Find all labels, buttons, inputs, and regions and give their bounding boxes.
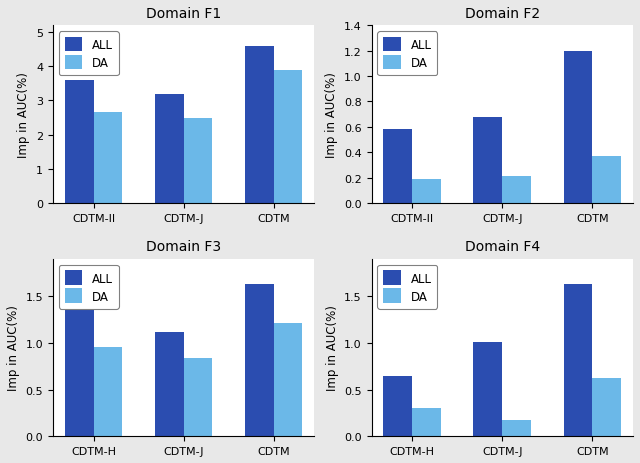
Y-axis label: Imp in AUC(%): Imp in AUC(%) [326, 72, 339, 158]
Bar [383, 130, 412, 204]
Bar [155, 332, 184, 437]
Bar [65, 303, 93, 437]
Legend: ALL, DA: ALL, DA [378, 32, 437, 76]
Bar [564, 284, 593, 437]
Bar [155, 94, 184, 204]
Bar [502, 177, 531, 204]
Bar [184, 118, 212, 204]
Title: Domain F3: Domain F3 [146, 240, 221, 254]
Bar [474, 342, 502, 437]
Legend: ALL, DA: ALL, DA [59, 32, 118, 76]
Title: Domain F2: Domain F2 [465, 7, 540, 21]
Bar [412, 180, 441, 204]
Legend: ALL, DA: ALL, DA [59, 265, 118, 309]
Y-axis label: Imp in AUC(%): Imp in AUC(%) [7, 305, 20, 391]
Bar [593, 379, 621, 437]
Bar [274, 324, 303, 437]
Bar [93, 347, 122, 437]
Bar [383, 376, 412, 437]
Title: Domain F1: Domain F1 [146, 7, 221, 21]
Bar [245, 47, 274, 204]
Bar [274, 70, 303, 204]
Bar [593, 156, 621, 204]
Bar [65, 81, 93, 204]
Y-axis label: Imp in AUC(%): Imp in AUC(%) [326, 305, 339, 391]
Title: Domain F4: Domain F4 [465, 240, 540, 254]
Bar [474, 118, 502, 204]
Bar [184, 358, 212, 437]
Bar [564, 51, 593, 204]
Bar [502, 419, 531, 437]
Y-axis label: Imp in AUC(%): Imp in AUC(%) [17, 72, 31, 158]
Legend: ALL, DA: ALL, DA [378, 265, 437, 309]
Bar [245, 284, 274, 437]
Bar [93, 113, 122, 204]
Bar [412, 408, 441, 437]
